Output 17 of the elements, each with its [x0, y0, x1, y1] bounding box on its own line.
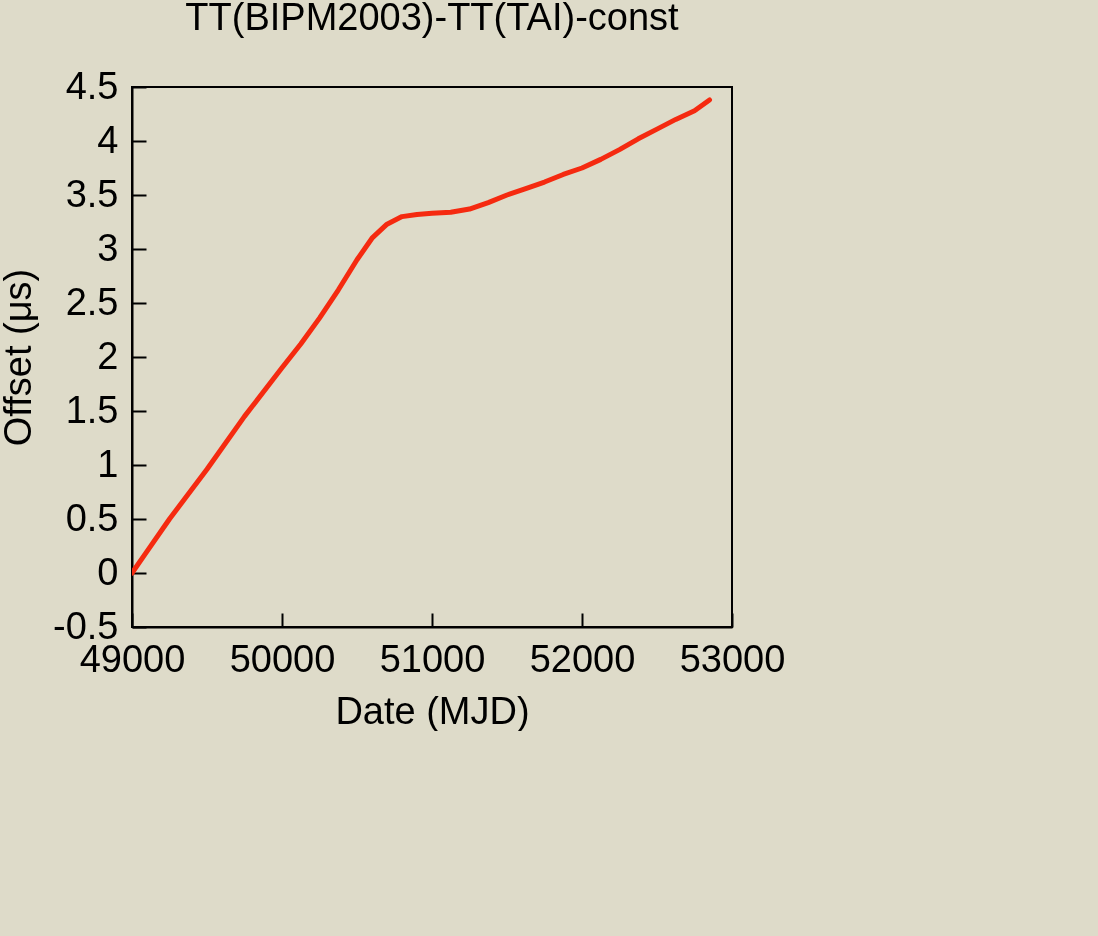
y-tick-label: 4	[97, 118, 119, 161]
x-tick-label: 53000	[679, 637, 786, 680]
y-tick-label: 3	[97, 226, 119, 269]
y-tick-label: 0.5	[65, 496, 119, 539]
chart-title: TT(BIPM2003)-TT(TAI)-const	[185, 0, 680, 38]
y-tick-label: 2.5	[65, 280, 119, 323]
x-axis-title: Date (MJD)	[335, 689, 530, 732]
y-axis-title: Offset (μs)	[0, 268, 40, 447]
y-tick-label: 4.5	[65, 64, 119, 107]
x-tick-label: 51000	[379, 637, 486, 680]
y-tick-label: 3.5	[65, 172, 119, 215]
y-tick-label: 0	[97, 550, 119, 593]
y-tick-label: 1	[97, 442, 119, 485]
y-tick-label: 2	[97, 334, 119, 377]
x-tick-label: 50000	[229, 637, 336, 680]
y-tick-label: 1.5	[65, 388, 119, 431]
x-tick-label: 52000	[529, 637, 636, 680]
